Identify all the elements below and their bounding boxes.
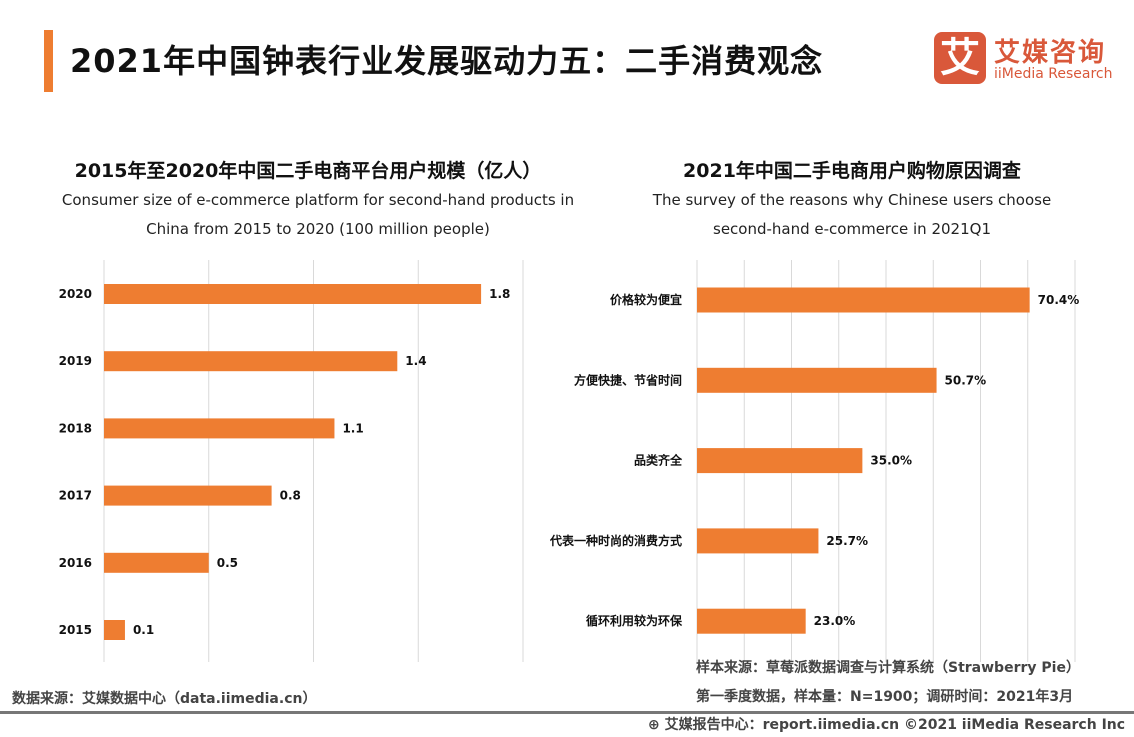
left-chart-title: 2015年至2020年中国二手电商平台用户规模（亿人） xyxy=(74,160,542,182)
bar xyxy=(104,620,125,640)
category-label: 价格较为便宜 xyxy=(610,292,682,307)
data-label: 70.4% xyxy=(1038,293,1080,307)
bar xyxy=(104,284,482,304)
data-label: 25.7% xyxy=(826,534,868,548)
category-label: 循环利用较为环保 xyxy=(586,613,683,628)
logo-en: iiMedia Research xyxy=(994,66,1113,82)
logo-mark: 艾 xyxy=(934,32,986,84)
category-label: 代表一种时尚的消费方式 xyxy=(549,533,682,548)
bar xyxy=(104,351,398,372)
data-label: 35.0% xyxy=(870,454,912,468)
data-source: 数据来源：艾媒数据中心（data.iimedia.cn） xyxy=(12,691,317,707)
category-label: 2019 xyxy=(59,354,92,368)
data-label: 1.8 xyxy=(489,287,510,301)
globe-icon: ⊕ xyxy=(648,717,660,733)
bar xyxy=(697,608,806,634)
sample-source: 样本来源：草莓派数据调查与计算系统（Strawberry Pie） xyxy=(696,660,1080,676)
data-label: 50.7% xyxy=(945,373,987,387)
category-label: 2015 xyxy=(59,623,92,637)
logo: 艾 艾媒咨询 iiMedia Research xyxy=(934,32,1134,88)
bar xyxy=(104,485,272,506)
sample-info: 第一季度数据，样本量：N=1900；调研时间：2021年3月 xyxy=(696,689,1074,705)
data-label: 1.4 xyxy=(405,354,426,368)
category-label: 2020 xyxy=(59,287,92,301)
bar xyxy=(697,287,1030,313)
data-label: 0.5 xyxy=(217,556,238,570)
right-chart-subtitle: The survey of the reasons why Chinese us… xyxy=(652,191,1052,238)
page-title: 2021年中国钟表行业发展驱动力五：二手消费观念 xyxy=(70,42,824,80)
category-label: 2018 xyxy=(59,421,92,435)
data-label: 0.8 xyxy=(280,489,301,503)
bar xyxy=(104,418,335,439)
report-link[interactable]: 艾媒报告中心：report.iimedia.cn ©2021 iiMedia R… xyxy=(664,717,1126,733)
bar xyxy=(697,528,819,554)
left-chart-subtitle: Consumer size of e-commerce platform for… xyxy=(61,191,575,238)
category-label: 品类齐全 xyxy=(634,453,683,468)
title-accent-bar xyxy=(44,30,53,92)
category-label: 2016 xyxy=(59,556,92,570)
report-footer: ⊕ 艾媒报告中心：report.iimedia.cn ©2021 iiMedia… xyxy=(648,714,1125,734)
data-label: 23.0% xyxy=(814,614,856,628)
bar xyxy=(697,448,863,474)
bar xyxy=(697,367,937,393)
data-label: 1.1 xyxy=(342,421,363,435)
data-label: 0.1 xyxy=(133,623,154,637)
right-chart-title: 2021年中国二手电商用户购物原因调查 xyxy=(683,160,1021,182)
logo-cn: 艾媒咨询 xyxy=(994,38,1107,68)
category-label: 2017 xyxy=(59,489,92,503)
bar xyxy=(104,552,209,573)
footer-divider xyxy=(0,711,1134,714)
category-label: 方便快捷、节省时间 xyxy=(574,372,682,387)
